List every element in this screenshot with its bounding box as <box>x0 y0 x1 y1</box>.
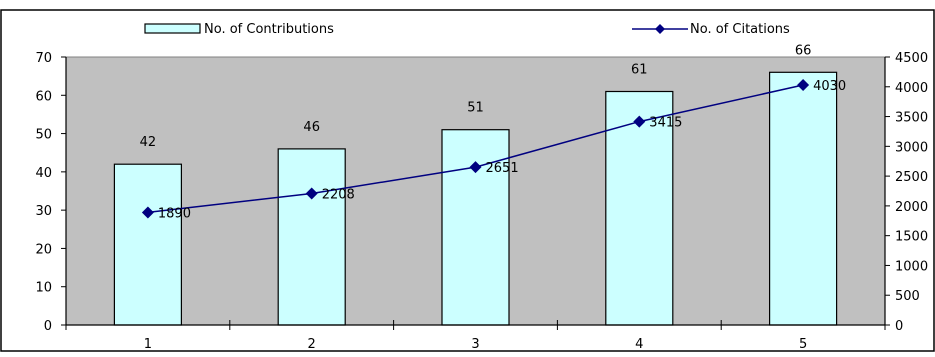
bar-2 <box>277 148 346 326</box>
citation-point-5 <box>797 78 810 91</box>
x-tick-label: 2 <box>308 337 316 352</box>
x-tick-label: 5 <box>799 337 807 352</box>
line-data-label: 2208 <box>322 188 355 203</box>
bar-data-label: 46 <box>303 120 320 135</box>
legend: No. of Contributions No. of Citations <box>144 22 790 37</box>
bar-3 <box>441 129 510 326</box>
line-data-label: 1890 <box>158 206 191 221</box>
line-data-label: 3415 <box>649 116 682 131</box>
y-left-tick-label: 10 <box>35 281 52 296</box>
y-right-tick-label: 2500 <box>895 170 928 185</box>
y-left-tick-label: 70 <box>35 51 52 66</box>
legend-bar-swatch <box>144 23 201 34</box>
y-left-tick-label: 40 <box>35 166 52 181</box>
bar-1 <box>113 163 183 326</box>
x-tick-label: 3 <box>471 337 479 352</box>
citation-point-4 <box>633 115 646 128</box>
y-right-tick-label: 2000 <box>895 200 928 215</box>
y-right-tick-label: 0 <box>895 319 903 334</box>
y-right-tick-label: 3000 <box>895 140 928 155</box>
labels-layer: 42 46 51 61 66 1890 2208 2651 3415 4030 <box>140 43 847 221</box>
bar-data-label: 51 <box>467 101 484 116</box>
x-tick-label: 4 <box>635 337 643 352</box>
citation-point-3 <box>469 161 482 174</box>
y-right-tick-label: 4000 <box>895 81 928 96</box>
citation-point-2 <box>305 187 318 200</box>
line-layer <box>141 78 810 219</box>
y-left-tick-label: 0 <box>44 319 52 334</box>
axes-layer: 0 10 20 30 40 50 60 70 0 500 1000 1500 2000 2500 3000 3… <box>35 51 928 352</box>
bar-data-label: 61 <box>631 62 648 77</box>
y-right-tick-label: 1000 <box>895 259 928 274</box>
citation-point-1 <box>141 206 154 219</box>
y-left-tick-label: 50 <box>35 128 52 143</box>
legend-marker-swatch <box>655 24 665 34</box>
bar-data-label: 66 <box>795 43 812 58</box>
line-data-label: 4030 <box>813 79 846 94</box>
line-data-label: 2651 <box>486 161 519 176</box>
y-right-tick-label: 3500 <box>895 111 928 126</box>
y-right-tick-label: 4500 <box>895 51 928 66</box>
bar-data-label: 42 <box>140 135 157 150</box>
y-left-tick-label: 30 <box>35 204 52 219</box>
legend-label-citations: No. of Citations <box>690 22 790 37</box>
y-left-tick-label: 20 <box>35 242 52 257</box>
y-right-tick-label: 500 <box>895 289 920 304</box>
y-right-tick-label: 1500 <box>895 230 928 245</box>
bar-5 <box>768 71 838 326</box>
legend-label-contributions: No. of Contributions <box>204 22 334 37</box>
y-left-tick-label: 60 <box>35 89 52 104</box>
x-tick-label: 1 <box>144 337 152 352</box>
